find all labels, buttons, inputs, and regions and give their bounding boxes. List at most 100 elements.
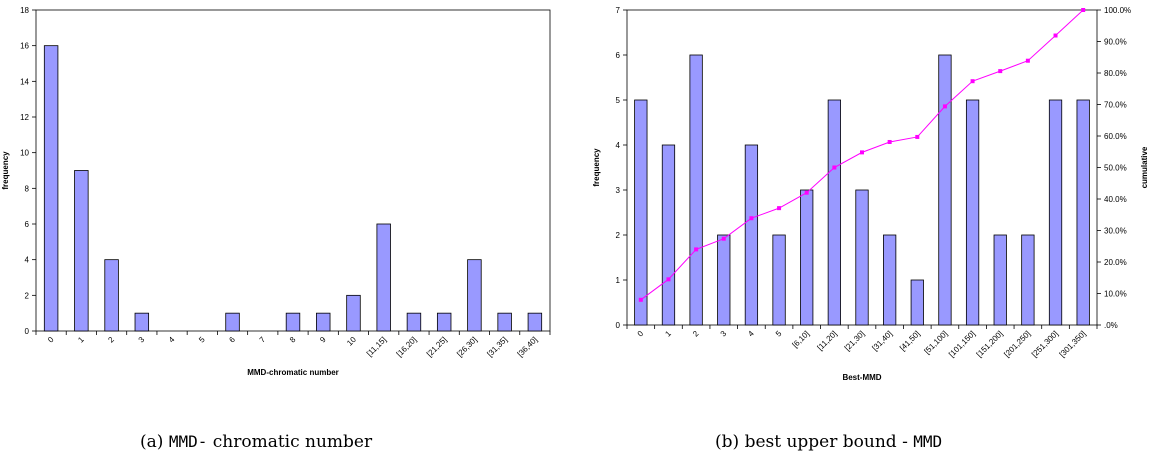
chart-b-xtick-label: 3 <box>719 329 729 339</box>
chart-a-xtick-label: [21,25] <box>425 335 449 359</box>
chart-a-xtick-label: [36,40] <box>516 335 540 359</box>
chart-a-ytick-label: 2 <box>25 291 30 300</box>
chart-b-cumulative-point <box>942 104 947 109</box>
chart-b-xtick-label: [101,150] <box>947 329 977 359</box>
chart-a-y-axis-title: frequency <box>1 151 10 190</box>
chart-best-mmd: 0 1 2 3 4 5 6 7 0 1 2 3 4 5 [6,10] [11,20] [21,30] [31,40… <box>592 6 1149 382</box>
chart-b-x-axis-title: Best-MMD <box>842 373 881 382</box>
chart-b-ytick-label: 2 <box>616 231 621 240</box>
chart-b-bar <box>1076 99 1090 326</box>
chart-b-bar <box>772 234 786 326</box>
chart-b-bar <box>689 54 703 326</box>
chart-b-ytick-label: 7 <box>616 6 621 15</box>
chart-a-xtick-label: 10 <box>345 335 358 348</box>
chart-b-bar <box>883 234 897 326</box>
chart-a-bar <box>285 312 301 332</box>
chart-b-y2tick-label: .0% <box>1104 321 1118 330</box>
chart-a-bar <box>346 294 361 332</box>
chart-b-y-axis-title: frequency <box>592 148 601 187</box>
chart-a-xtick-label: [26,30] <box>455 335 479 359</box>
chart-a-bar <box>497 312 512 332</box>
chart-b-xtick-label: [251,300] <box>1030 329 1060 359</box>
chart-a-ytick-label: 12 <box>20 113 29 122</box>
chart-b-cumulative-point <box>1053 33 1058 38</box>
chart-b-cumulative-point <box>998 69 1003 74</box>
chart-a-xtick-label: 8 <box>288 335 298 345</box>
chart-b-bar <box>661 144 676 326</box>
chart-a-bar <box>376 223 391 332</box>
chart-b-y2tick-label: 50.0% <box>1104 164 1127 173</box>
chart-a-bar <box>225 312 240 332</box>
chart-b-bar <box>910 279 924 326</box>
chart-a-bar <box>134 312 150 332</box>
chart-b-cumulative-point <box>832 165 837 170</box>
caption-b-text: best upper bound - <box>744 432 914 452</box>
chart-b-xtick-label: 5 <box>774 329 784 339</box>
chart-b-y2tick-label: 40.0% <box>1104 195 1127 204</box>
chart-b-ytick-label: 5 <box>616 96 621 105</box>
caption-b-code: MMD <box>913 432 943 451</box>
chart-a-ytick-label: 0 <box>25 327 30 336</box>
chart-b-cumulative-point <box>777 206 782 211</box>
chart-b-y2-axis-title: cumulative <box>1140 146 1149 188</box>
chart-b-y2tick-label: 20.0% <box>1104 258 1127 267</box>
chart-a-xtick-label: 5 <box>197 335 207 345</box>
chart-b-y2tick-label: 70.0% <box>1104 101 1127 110</box>
chart-b-xtick-label: [41,50] <box>898 329 922 353</box>
chart-b-bar <box>634 99 648 326</box>
chart-b-bar <box>717 234 731 326</box>
chart-b-xtick-label: [51,100] <box>923 329 950 356</box>
chart-a-ytick-label: 18 <box>20 6 29 15</box>
chart-b-cumulative-point <box>694 247 699 252</box>
chart-b-cumulative-point <box>721 236 726 241</box>
chart-b-y2tick-label: 100.0% <box>1104 6 1131 15</box>
chart-a-ytick-label: 16 <box>20 42 29 51</box>
chart-b-bar <box>744 144 759 326</box>
chart-b-bar <box>938 54 952 326</box>
chart-b-bar <box>965 99 980 326</box>
chart-b-cumulative-point <box>970 79 975 84</box>
chart-b-bar <box>993 234 1007 326</box>
chart-b-ytick-label: 4 <box>616 141 621 150</box>
chart-a-xtick-label: 7 <box>258 335 268 345</box>
chart-a-ytick-label: 6 <box>25 220 30 229</box>
chart-b-ytick-label: 3 <box>616 186 621 195</box>
chart-a-bar <box>104 259 119 332</box>
chart-b-xtick-label: 4 <box>746 329 756 339</box>
chart-b-xtick-label: 1 <box>663 329 673 339</box>
chart-b-xtick-label: [21,30] <box>843 329 867 353</box>
caption-a-code: MMD- <box>168 432 208 451</box>
chart-b-xtick-label: [31,40] <box>870 329 894 353</box>
chart-a-bar <box>406 312 422 332</box>
chart-b-y2tick-label: 30.0% <box>1104 227 1127 236</box>
chart-a-xtick-label: 0 <box>46 335 56 345</box>
chart-b-y2tick-label: 10.0% <box>1104 290 1127 299</box>
chart-b-cumulative-point <box>749 216 754 221</box>
chart-a-xtick-label: 3 <box>137 335 147 345</box>
chart-b-cumulative-point <box>1025 58 1030 63</box>
chart-b-bar <box>855 189 869 326</box>
chart-b-xtick-label: [151,200] <box>975 329 1005 359</box>
chart-b-y2tick-label: 60.0% <box>1104 132 1127 141</box>
chart-b-cumulative-point <box>666 277 671 282</box>
chart-b-ytick-label: 6 <box>616 51 621 60</box>
chart-a-ytick-label: 10 <box>20 149 29 158</box>
chart-b-cumulative-point <box>915 134 920 139</box>
caption-a-prefix: (a) <box>140 432 169 452</box>
chart-b-y2tick-label: 80.0% <box>1104 69 1127 78</box>
chart-a-x-axis-title: MMD-chromatic number <box>247 368 339 377</box>
chart-b-bar <box>827 99 841 326</box>
caption-a: (a) MMD- chromatic number <box>140 432 372 452</box>
chart-b-ytick-label: 1 <box>616 276 621 285</box>
chart-a-xtick-label: 2 <box>106 335 116 345</box>
chart-a-xtick-label: 9 <box>318 335 328 345</box>
chart-b-ytick-label: 0 <box>616 321 621 330</box>
chart-a-xtick-label: [16,20] <box>395 335 419 359</box>
chart-a-bar <box>43 45 59 332</box>
chart-a-ytick-label: 8 <box>25 184 30 193</box>
chart-a-xtick-label: [31,35] <box>485 335 509 359</box>
chart-b-bar <box>800 189 814 326</box>
chart-a-ytick-label: 14 <box>20 77 29 86</box>
